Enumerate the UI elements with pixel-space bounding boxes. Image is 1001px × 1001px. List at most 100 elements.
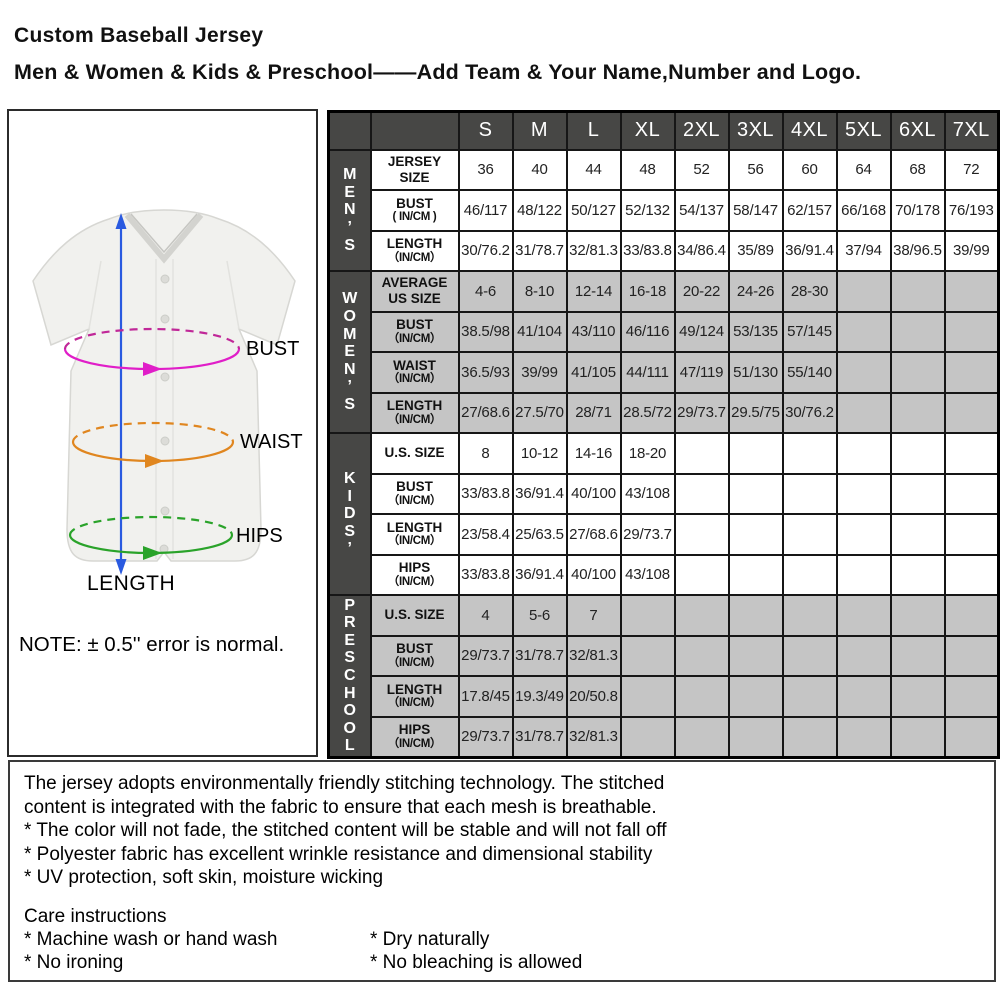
size-value-cell	[619, 675, 676, 718]
row-label: LENGTH （IN/CM）	[369, 391, 460, 434]
size-column-header: L	[565, 110, 622, 151]
size-value-cell: 49/124	[673, 310, 730, 353]
size-value-cell	[889, 472, 946, 515]
size-value-cell: 46/116	[619, 310, 676, 353]
size-value-cell: 31/78.7	[511, 229, 568, 272]
table-row: BUST （IN/CM） 38.5/98 41/104 43/110 46/116 49/1…	[329, 310, 1000, 353]
size-value-cell: 38/96.5	[889, 229, 946, 272]
size-value-cell	[835, 675, 892, 718]
size-value-cell	[781, 472, 838, 515]
size-value-cell: 23/58.4	[457, 513, 514, 556]
size-value-cell: 51/130	[727, 351, 784, 394]
row-label: HIPS （IN/CM）	[369, 715, 460, 758]
size-value-cell	[943, 594, 1000, 637]
jersey-buttons	[159, 274, 170, 554]
length-label: LENGTH	[87, 572, 176, 595]
size-value-cell: 28-30	[781, 270, 838, 313]
size-value-cell: 41/105	[565, 351, 622, 394]
size-value-cell	[889, 553, 946, 596]
size-value-cell: 7	[565, 594, 622, 637]
table-row: WAIST （IN/CM） 36.5/93 39/99 41/105 44/111 47/1…	[329, 351, 1000, 394]
size-value-cell	[889, 675, 946, 718]
size-value-cell: 36.5/93	[457, 351, 514, 394]
size-value-cell	[835, 472, 892, 515]
size-value-cell	[943, 634, 1000, 677]
size-value-cell	[781, 634, 838, 677]
waist-label: WAIST	[240, 431, 303, 453]
table-row: HIPS （IN/CM） 33/83.8 36/91.4 40/100 43/108	[329, 553, 1000, 596]
size-value-cell: 40/100	[565, 553, 622, 596]
size-value-cell: 76/193	[943, 189, 1000, 232]
size-value-cell: 33/83.8	[619, 229, 676, 272]
table-corner-cell	[369, 110, 460, 151]
bust-label: BUST	[246, 338, 300, 360]
size-value-cell	[619, 715, 676, 758]
size-value-cell: 37/94	[835, 229, 892, 272]
care-instructions-list: * Machine wash or hand wash * No ironing…	[24, 928, 980, 975]
size-value-cell	[781, 513, 838, 556]
size-value-cell: 8	[457, 432, 514, 475]
size-value-cell	[943, 351, 1000, 394]
size-value-cell: 29/73.7	[457, 715, 514, 758]
size-value-cell: 34/86.4	[673, 229, 730, 272]
size-value-cell	[781, 432, 838, 475]
table-row: BUST （IN/CM） 29/73.7 31/78.7 32/81.3	[329, 634, 1000, 677]
size-value-cell: 44/111	[619, 351, 676, 394]
row-label: JERSEY SIZE	[369, 148, 460, 191]
size-value-cell	[673, 513, 730, 556]
size-chart-table: S M L XL 2XL 3XL 4XL 5XL 6XL 7XL M E N ’ S JERSEY S…	[327, 110, 1000, 759]
size-value-cell	[727, 513, 784, 556]
size-value-cell: 36	[457, 148, 514, 191]
size-value-cell: 50/127	[565, 189, 622, 232]
size-value-cell	[727, 553, 784, 596]
size-value-cell: 28.5/72	[619, 391, 676, 434]
description-line: * The color will not fade, the stitched …	[24, 820, 667, 841]
size-column-header: XL	[619, 110, 676, 151]
table-row: LENGTH （IN/CM） 23/58.4 25/63.5 27/68.6 29/73.…	[329, 513, 1000, 556]
size-value-cell	[889, 391, 946, 434]
size-value-cell	[835, 594, 892, 637]
size-value-cell: 39/99	[943, 229, 1000, 272]
size-value-cell	[727, 472, 784, 515]
size-value-cell	[673, 594, 730, 637]
size-value-cell	[835, 432, 892, 475]
table-row: LENGTH （IN/CM） 27/68.6 27.5/70 28/71 28.5/72 2…	[329, 391, 1000, 434]
size-value-cell	[727, 432, 784, 475]
size-value-cell: 52/132	[619, 189, 676, 232]
size-value-cell: 32/81.3	[565, 229, 622, 272]
section-header-kids: K I D S ’	[327, 432, 372, 596]
table-row: K I D S ’ U.S. SIZE 8 10-12 14-16 18-20	[327, 432, 1000, 596]
row-label: WAIST （IN/CM）	[369, 351, 460, 394]
size-value-cell	[943, 553, 1000, 596]
size-value-cell: 30/76.2	[781, 391, 838, 434]
measurement-diagram-panel: BUST WAIST HIPS LENGTH NOTE: ± 0.5'' err…	[7, 109, 318, 757]
row-label: HIPS （IN/CM）	[369, 553, 460, 596]
size-value-cell: 36/91.4	[781, 229, 838, 272]
care-instructions-title: Care instructions	[24, 905, 167, 927]
size-value-cell	[673, 432, 730, 475]
size-value-cell	[673, 553, 730, 596]
size-value-cell: 29/73.7	[673, 391, 730, 434]
description-line: The jersey adopts environmentally friend…	[24, 773, 665, 794]
row-label: BUST （IN/CM）	[369, 472, 460, 515]
waist-ellipse	[71, 421, 235, 468]
care-item: * Dry naturally	[370, 928, 490, 950]
size-value-cell: 43/110	[565, 310, 622, 353]
size-value-cell: 33/83.8	[457, 472, 514, 515]
size-value-cell: 17.8/45	[457, 675, 514, 718]
size-value-cell: 60	[781, 148, 838, 191]
size-value-cell: 31/78.7	[511, 715, 568, 758]
size-value-cell: 25/63.5	[511, 513, 568, 556]
table-row: M E N ’ S JERSEY SIZE 36 40 44 48 52 56 60 64 68 72	[327, 148, 1000, 272]
size-value-cell	[889, 310, 946, 353]
size-value-cell	[619, 634, 676, 677]
size-value-cell	[727, 715, 784, 758]
page-title: Custom Baseball Jersey	[14, 24, 264, 47]
care-item: * Machine wash or hand wash	[24, 928, 278, 950]
size-value-cell: 36/91.4	[511, 472, 568, 515]
size-value-cell: 40/100	[565, 472, 622, 515]
size-value-cell: 46/117	[457, 189, 514, 232]
size-value-cell: 47/119	[673, 351, 730, 394]
row-label: LENGTH （IN/CM）	[369, 675, 460, 718]
